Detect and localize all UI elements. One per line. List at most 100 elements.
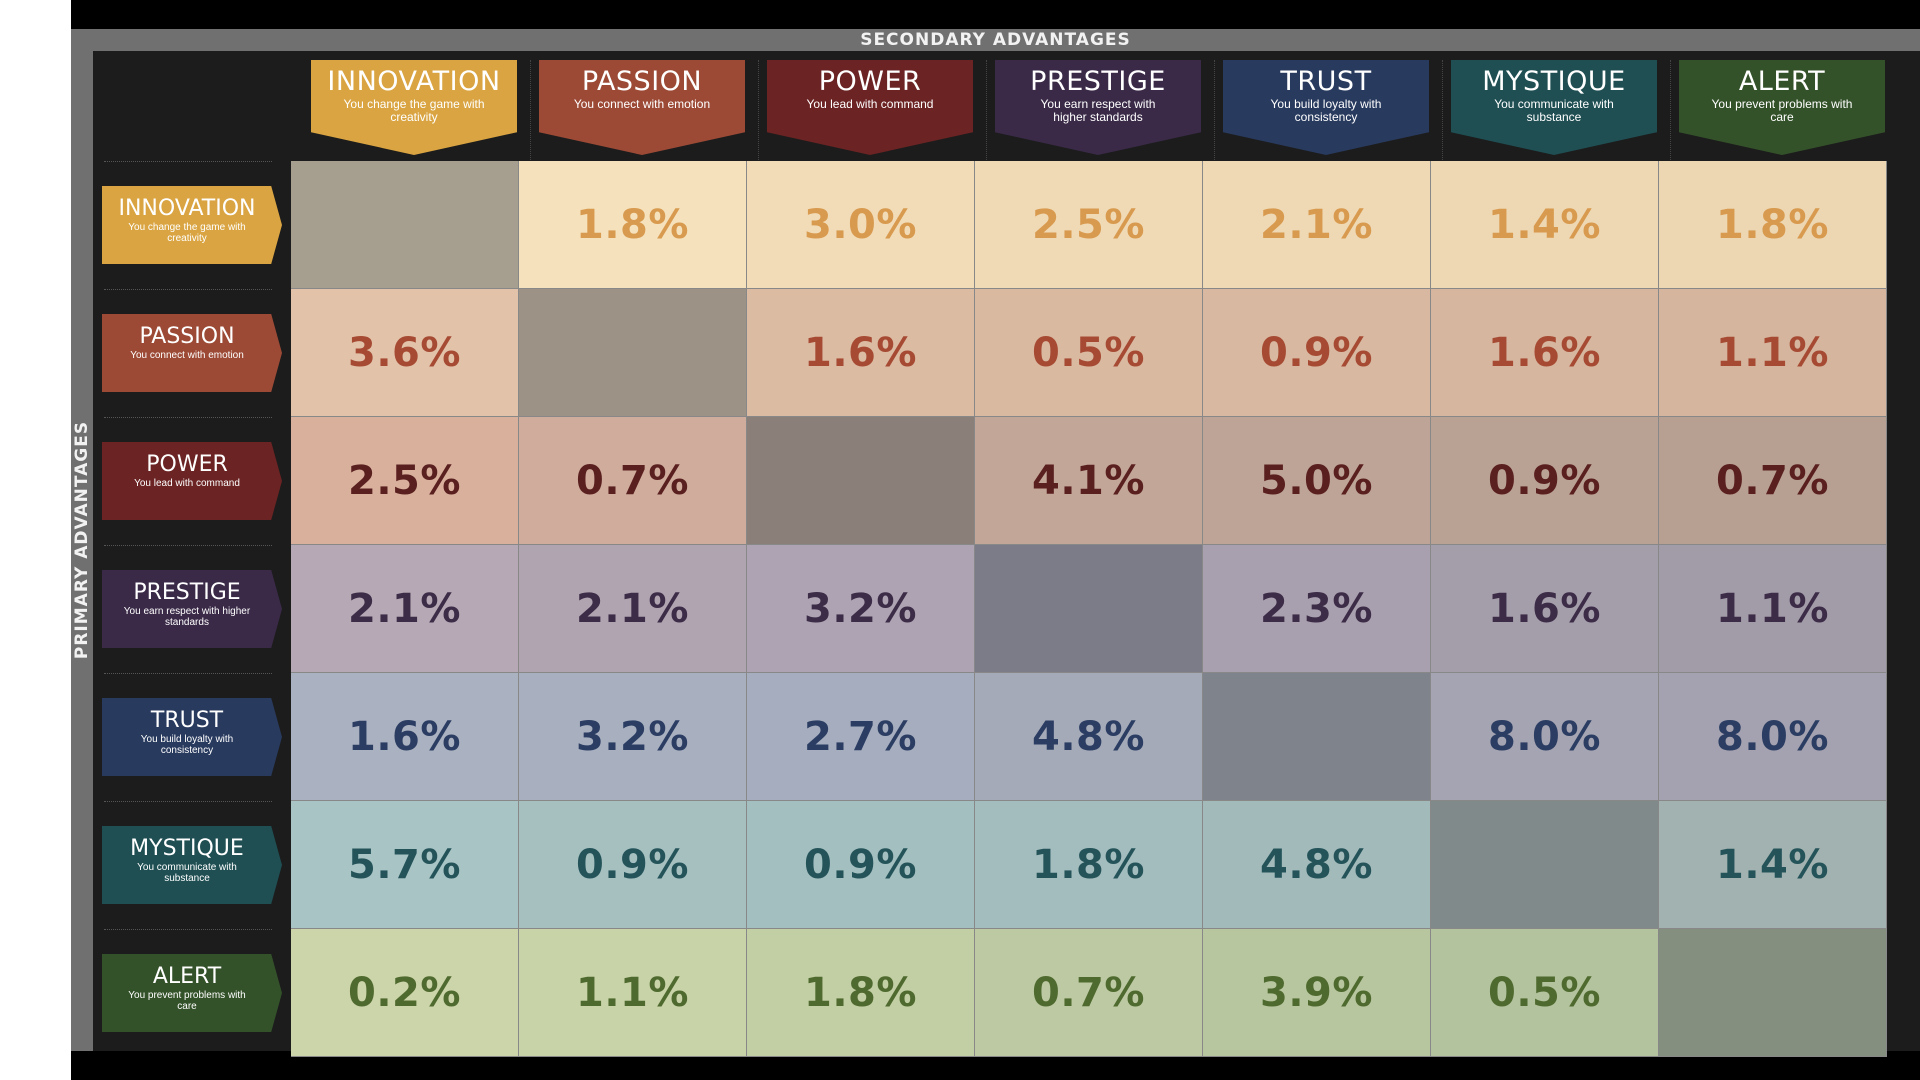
heatmap-cell: 2.7% — [747, 673, 975, 801]
row-divider — [104, 289, 272, 290]
heatmap-cell: 0.9% — [747, 801, 975, 929]
heatmap-cell: 3.9% — [1203, 929, 1431, 1057]
header-divider — [758, 60, 759, 160]
row-divider — [104, 545, 272, 546]
heatmap-cell: 2.1% — [519, 545, 747, 673]
heatmap-cell: 1.6% — [1431, 545, 1659, 673]
column-header-subtitle: You lead with command — [806, 97, 934, 111]
column-header-passion: PASSION You connect with emotion — [539, 60, 745, 155]
heatmap-grid: 1.8% 3.0% 2.5% 2.1% 1.4% 1.8% 3.6% 1.6% 0.5% 0.9%… — [291, 161, 1920, 1057]
heatmap-cell: 0.9% — [1431, 417, 1659, 545]
column-header-subtitle: You communicate with substance — [1494, 97, 1614, 124]
heatmap-cell: 2.5% — [975, 161, 1203, 289]
column-header-subtitle: You build loyalty with consistency — [1270, 97, 1382, 124]
row-header-label: PRESTIGE — [133, 580, 241, 605]
row-header-label: MYSTIQUE — [130, 836, 244, 861]
row-header-subtitle: You earn respect with higher standards — [123, 606, 251, 628]
column-header-label: POWER — [818, 66, 922, 97]
column-header-alert: ALERT You prevent problems with care — [1679, 60, 1885, 155]
heatmap-cell: 2.3% — [1203, 545, 1431, 673]
heatmap-cell: 1.8% — [975, 801, 1203, 929]
row-header-subtitle: You prevent problems with care — [128, 990, 246, 1012]
row-header-label: INNOVATION — [118, 196, 256, 221]
heatmap-cell: 0.5% — [1431, 929, 1659, 1057]
header-divider — [1442, 60, 1443, 160]
row-header-label: TRUST — [150, 708, 224, 733]
heatmap-cell-empty — [1659, 929, 1887, 1057]
heatmap-cell: 5.0% — [1203, 417, 1431, 545]
column-header-label: MYSTIQUE — [1482, 66, 1626, 97]
column-header-subtitle: You earn respect with higher standards — [1040, 97, 1156, 124]
heatmap-cell: 2.1% — [291, 545, 519, 673]
row-divider — [104, 417, 272, 418]
row-divider — [104, 801, 272, 802]
heatmap-cell: 0.7% — [975, 929, 1203, 1057]
column-header-prestige: PRESTIGE You earn respect with higher sta… — [995, 60, 1201, 155]
column-header-mystique: MYSTIQUE You communicate with substance — [1451, 60, 1657, 155]
row-header-subtitle: You lead with command — [134, 478, 240, 489]
heatmap-cell: 4.8% — [1203, 801, 1431, 929]
heatmap-cell-empty — [1203, 673, 1431, 801]
heatmap-cell: 0.7% — [519, 417, 747, 545]
primary-axis-title-text: PRIMARY ADVANTAGES — [72, 420, 92, 660]
heatmap-cell: 0.9% — [519, 801, 747, 929]
heatmap-cell: 1.8% — [1659, 161, 1887, 289]
heatmap-cell-empty — [975, 545, 1203, 673]
heatmap-cell: 3.6% — [291, 289, 519, 417]
row-header-alert: ALERT You prevent problems with care — [102, 954, 282, 1032]
column-header-subtitle: You prevent problems with care — [1711, 97, 1853, 124]
heatmap-cell: 3.0% — [747, 161, 975, 289]
heatmap-cell: 0.2% — [291, 929, 519, 1057]
heatmap-cell: 1.4% — [1659, 801, 1887, 929]
heatmap-cell: 1.6% — [747, 289, 975, 417]
heatmap-cell: 3.2% — [519, 673, 747, 801]
heatmap-cell: 0.9% — [1203, 289, 1431, 417]
header-divider — [530, 60, 531, 160]
heatmap-cell: 0.7% — [1659, 417, 1887, 545]
heatmap-cell: 1.6% — [291, 673, 519, 801]
heatmap-cell: 5.7% — [291, 801, 519, 929]
heatmap-cell: 3.2% — [747, 545, 975, 673]
row-header-label: ALERT — [152, 964, 222, 989]
heatmap-cell: 1.8% — [519, 161, 747, 289]
row-header-passion: PASSION You connect with emotion — [102, 314, 282, 392]
heatmap-cell: 8.0% — [1431, 673, 1659, 801]
heatmap-cell: 1.1% — [519, 929, 747, 1057]
heatmap-cell-empty — [519, 289, 747, 417]
row-header-power: POWER You lead with command — [102, 442, 282, 520]
heatmap-cell: 4.1% — [975, 417, 1203, 545]
header-divider — [1214, 60, 1215, 160]
column-header-subtitle: You connect with emotion — [573, 97, 711, 111]
column-header-label: TRUST — [1280, 66, 1372, 97]
row-divider — [104, 929, 272, 930]
heatmap-cell: 1.4% — [1431, 161, 1659, 289]
row-header-trust: TRUST You build loyalty with consistency — [102, 698, 282, 776]
row-header-prestige: PRESTIGE You earn respect with higher sta… — [102, 570, 282, 648]
heatmap-cell: 1.1% — [1659, 545, 1887, 673]
header-divider — [1670, 60, 1671, 160]
column-header-label: ALERT — [1738, 66, 1826, 97]
column-header-subtitle: You change the game with creativity — [343, 97, 485, 124]
column-header-label: PASSION — [581, 66, 703, 97]
heatmap-cell: 0.5% — [975, 289, 1203, 417]
row-header-mystique: MYSTIQUE You communicate with substance — [102, 826, 282, 904]
heatmap-cell: 1.6% — [1431, 289, 1659, 417]
row-header-subtitle: You change the game with creativity — [128, 222, 246, 244]
heatmap-cell-empty — [291, 161, 519, 289]
column-header-label: PRESTIGE — [1030, 66, 1166, 97]
heatmap-cell: 2.1% — [1203, 161, 1431, 289]
heatmap-cell: 1.8% — [747, 929, 975, 1057]
heatmap-cell-empty — [747, 417, 975, 545]
row-header-label: PASSION — [139, 324, 235, 349]
bottom-bar — [71, 1057, 1920, 1080]
heatmap-cell-empty — [1431, 801, 1659, 929]
heatmap-cell: 2.5% — [291, 417, 519, 545]
column-header-trust: TRUST You build loyalty with consistency — [1223, 60, 1429, 155]
secondary-axis-title: SECONDARY ADVANTAGES — [860, 30, 1131, 50]
row-header-subtitle: You build loyalty with consistency — [140, 734, 234, 756]
heatmap-cell: 4.8% — [975, 673, 1203, 801]
column-header-power: POWER You lead with command — [767, 60, 973, 155]
heatmap-cell: 8.0% — [1659, 673, 1887, 801]
header-divider — [986, 60, 987, 160]
row-divider — [104, 161, 272, 162]
